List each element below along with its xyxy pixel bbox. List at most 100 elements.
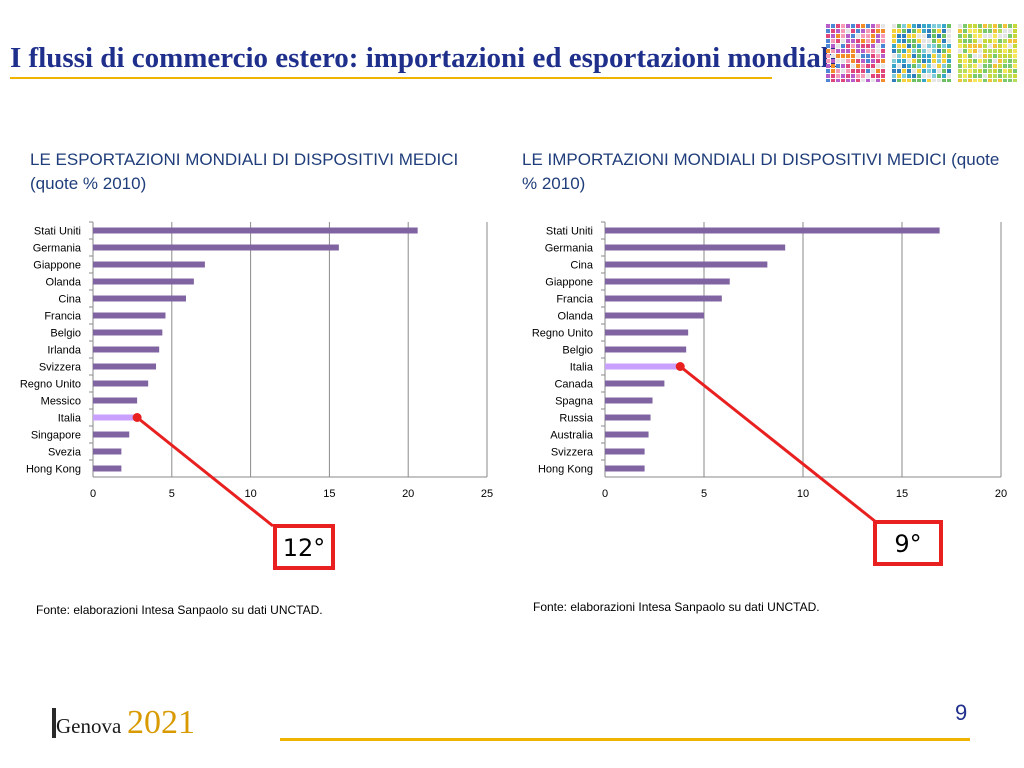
mosaic-cell bbox=[942, 39, 946, 43]
mosaic-cell bbox=[1008, 44, 1012, 48]
mosaic-cell bbox=[897, 79, 901, 82]
mosaic-cell bbox=[1003, 29, 1007, 33]
mosaic-cell bbox=[1003, 39, 1007, 43]
mosaic-cell bbox=[927, 64, 931, 68]
mosaic-cell bbox=[912, 24, 916, 28]
mosaic-cell bbox=[937, 69, 941, 73]
mosaic-cell bbox=[907, 79, 911, 82]
mosaic-cell bbox=[851, 74, 855, 78]
mosaic-cell bbox=[947, 34, 951, 38]
mosaic-cell bbox=[922, 34, 926, 38]
mosaic-cell bbox=[932, 29, 936, 33]
mosaic-cell bbox=[861, 49, 865, 53]
mosaic-cell bbox=[993, 69, 997, 73]
mosaic-cell bbox=[963, 49, 967, 53]
mosaic-cell bbox=[1008, 79, 1012, 82]
mosaic-cell bbox=[973, 79, 977, 82]
mosaic-cell bbox=[998, 74, 1002, 78]
mosaic-cell bbox=[973, 69, 977, 73]
mosaic-cell bbox=[912, 54, 916, 58]
mosaic-cell bbox=[968, 34, 972, 38]
mosaic-cell bbox=[968, 24, 972, 28]
mosaic-cell bbox=[897, 39, 901, 43]
mosaic-cell bbox=[988, 39, 992, 43]
mosaic-cell bbox=[968, 64, 972, 68]
mosaic-cell bbox=[831, 24, 835, 28]
mosaic-cell bbox=[993, 54, 997, 58]
mosaic-cell bbox=[881, 79, 885, 82]
mosaic-cell bbox=[907, 69, 911, 73]
mosaic-cell bbox=[988, 74, 992, 78]
mosaic-cell bbox=[978, 64, 982, 68]
mosaic-cell bbox=[942, 79, 946, 82]
mosaic-cell bbox=[973, 34, 977, 38]
mosaic-cell bbox=[881, 74, 885, 78]
mosaic-cell bbox=[932, 79, 936, 82]
mosaic-cell bbox=[902, 24, 906, 28]
mosaic-cell bbox=[851, 24, 855, 28]
mosaic-cell bbox=[998, 24, 1002, 28]
x-tick-label: 25 bbox=[481, 488, 493, 500]
mosaic-cell bbox=[978, 79, 982, 82]
mosaic-cell bbox=[958, 64, 962, 68]
mosaic-cell bbox=[881, 39, 885, 43]
exports-bar-chart: 0 5 10 15 20 25 Stati Uniti Germania Giappone Ola… bbox=[20, 221, 493, 500]
mosaic-cell bbox=[871, 79, 875, 82]
mosaic-cell bbox=[897, 64, 901, 68]
mosaic-cell bbox=[861, 74, 865, 78]
mosaic-cell bbox=[998, 69, 1002, 73]
mosaic-cell bbox=[983, 54, 987, 58]
mosaic-cell bbox=[942, 54, 946, 58]
mosaic-cell bbox=[846, 49, 850, 53]
bar-highlight bbox=[93, 414, 138, 421]
bar bbox=[93, 363, 157, 370]
mosaic-cell bbox=[937, 59, 941, 63]
mosaic-cell bbox=[902, 49, 906, 53]
mosaic-cell bbox=[856, 69, 860, 73]
mosaic-cell bbox=[922, 59, 926, 63]
mosaic-cell bbox=[947, 44, 951, 48]
mosaic-cell bbox=[892, 44, 896, 48]
mosaic-cell bbox=[881, 34, 885, 38]
mosaic-cell bbox=[988, 34, 992, 38]
mosaic-cell bbox=[927, 29, 931, 33]
mosaic-cell bbox=[937, 34, 941, 38]
mosaic-cell bbox=[836, 29, 840, 33]
mosaic-cell bbox=[871, 44, 875, 48]
mosaic-cell bbox=[836, 44, 840, 48]
mosaic-cell bbox=[983, 59, 987, 63]
mosaic-cell bbox=[871, 69, 875, 73]
mosaic-cell bbox=[983, 49, 987, 53]
logo-year-text: 2021 bbox=[127, 704, 195, 741]
mosaic-cell bbox=[988, 29, 992, 33]
mosaic-cell bbox=[831, 29, 835, 33]
mosaic-cell bbox=[846, 69, 850, 73]
x-tick-label: 10 bbox=[797, 488, 809, 500]
mosaic-cell bbox=[937, 44, 941, 48]
mosaic-cell bbox=[897, 34, 901, 38]
category-label: Cina bbox=[570, 260, 594, 272]
mosaic-cell bbox=[958, 49, 962, 53]
mosaic-cell bbox=[942, 34, 946, 38]
mosaic-cell bbox=[932, 34, 936, 38]
mosaic-cell bbox=[922, 29, 926, 33]
mosaic-cell bbox=[978, 39, 982, 43]
mosaic-cell bbox=[861, 79, 865, 82]
mosaic-cell bbox=[856, 54, 860, 58]
mosaic-cell bbox=[871, 34, 875, 38]
mosaic-cell bbox=[846, 29, 850, 33]
mosaic-cell bbox=[831, 79, 835, 82]
mosaic-cell bbox=[983, 64, 987, 68]
mosaic-cell bbox=[892, 74, 896, 78]
mosaic-cell bbox=[1008, 24, 1012, 28]
mosaic-cell bbox=[866, 74, 870, 78]
mosaic-cell bbox=[958, 34, 962, 38]
mosaic-cell bbox=[988, 24, 992, 28]
mosaic-cell bbox=[841, 54, 845, 58]
mosaic-cell bbox=[978, 69, 982, 73]
category-label: Germania bbox=[545, 243, 594, 255]
mosaic-cell bbox=[978, 59, 982, 63]
mosaic-cell bbox=[881, 44, 885, 48]
mosaic-cell bbox=[932, 24, 936, 28]
mosaic-cell bbox=[937, 24, 941, 28]
